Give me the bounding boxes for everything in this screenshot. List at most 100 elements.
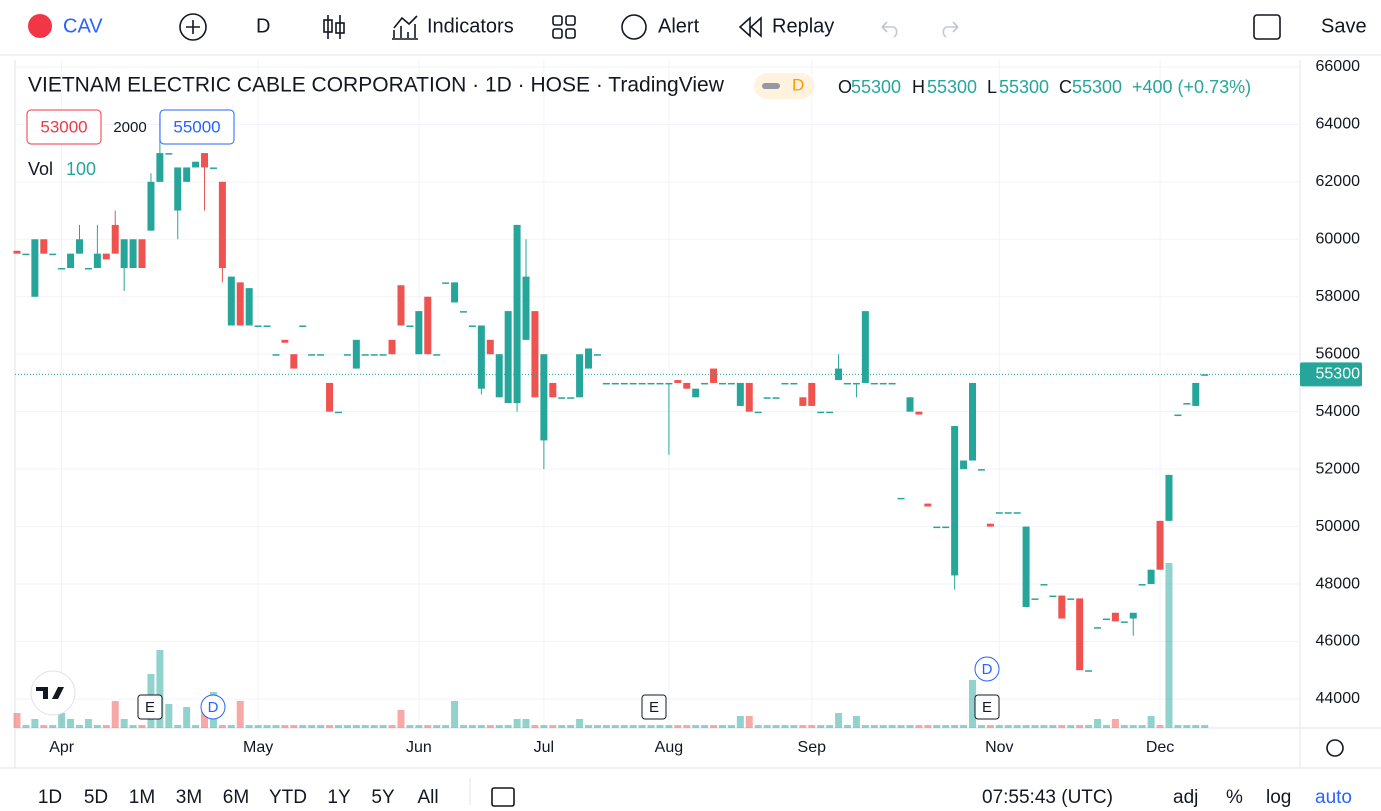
range-button[interactable]: All [417, 787, 438, 808]
candle-body [969, 382, 977, 461]
y-tick-label: 56000 [1316, 345, 1361, 362]
candle-body [218, 181, 226, 269]
candle-body [861, 311, 869, 383]
candle-body [343, 354, 351, 356]
volume-bar [433, 725, 441, 728]
ohlc-value: 55300 [1072, 77, 1122, 97]
y-tick-label: 62000 [1316, 173, 1361, 190]
marker[interactable]: E [649, 699, 659, 716]
marker[interactable]: E [982, 699, 992, 716]
volume-bar [915, 725, 923, 728]
volume-bar [165, 704, 173, 728]
tv-logo[interactable] [30, 670, 76, 716]
interval[interactable]: D [256, 15, 270, 37]
candle-body [468, 325, 476, 327]
volume-bar [879, 725, 887, 728]
marker-box[interactable] [137, 694, 163, 720]
volume-bar [826, 725, 834, 728]
log-toggle[interactable]: log [1266, 787, 1291, 808]
symbol[interactable]: CAV [63, 15, 103, 37]
marker-box[interactable] [974, 694, 1000, 720]
volume-bar [343, 725, 351, 728]
ask-box[interactable] [159, 109, 235, 145]
volume-bar [817, 725, 825, 728]
marker-box[interactable] [200, 694, 226, 720]
bid[interactable]: 53000 [40, 117, 87, 136]
replay-button[interactable]: Replay [772, 15, 834, 37]
marker-box[interactable] [974, 656, 1000, 682]
volume-bar [379, 725, 387, 728]
volume-bar [272, 725, 280, 728]
volume-bar [638, 725, 646, 728]
candle-body [763, 397, 771, 399]
range-button[interactable]: 1Y [327, 787, 351, 808]
settings-icon[interactable] [1326, 739, 1344, 757]
marker[interactable]: E [145, 699, 155, 716]
volume-bar [486, 725, 494, 728]
marker-box[interactable] [641, 694, 667, 720]
symbol-logo[interactable] [28, 14, 52, 38]
badge [754, 73, 814, 99]
range-button[interactable]: 1D [38, 787, 62, 808]
volume-bar [736, 716, 744, 728]
candle-body [754, 411, 762, 414]
candle-body [388, 339, 396, 355]
bid-box[interactable] [26, 109, 102, 145]
candle-body [558, 397, 566, 399]
volume-bar [602, 725, 610, 728]
candle-body [397, 285, 405, 326]
volume-bar [460, 725, 467, 728]
percent-toggle[interactable]: % [1226, 787, 1243, 808]
candle-body [254, 325, 262, 327]
auto-toggle[interactable]: auto [1315, 787, 1352, 808]
candle-body [147, 181, 155, 231]
undo-redo[interactable] [881, 21, 959, 38]
add-symbol[interactable] [179, 13, 207, 41]
candle-body [379, 354, 387, 356]
volume-bar [1129, 725, 1137, 728]
volume-bar [906, 725, 914, 728]
candle-body [656, 382, 664, 385]
goto-date[interactable] [491, 787, 515, 807]
event-markers: E D E D E [137, 656, 1000, 720]
plot: 44000 46000 48000 50000 52000 54000 56000 58000… [13, 58, 1362, 756]
candle-body [870, 382, 878, 385]
range-button[interactable]: YTD [269, 787, 307, 808]
range-button[interactable]: 3M [176, 787, 202, 808]
ohlc-value: 55300 [851, 77, 901, 97]
ohlc-label: O [838, 77, 852, 97]
chart-type-icon[interactable] [327, 15, 341, 39]
layout-icon[interactable] [552, 15, 576, 39]
volume-bar [1192, 725, 1200, 728]
marker[interactable]: D [208, 699, 219, 716]
range-button[interactable]: 6M [223, 787, 249, 808]
ask[interactable]: 55000 [173, 117, 220, 136]
volume-bar [236, 701, 244, 728]
candle-body [1183, 403, 1191, 405]
range-button[interactable]: 1M [129, 787, 155, 808]
volume-bar [576, 719, 584, 728]
candle-body [424, 296, 432, 355]
volume-bar [102, 725, 110, 728]
marker[interactable]: D [982, 661, 993, 678]
indicators-button[interactable]: Indicators [427, 15, 514, 37]
fullscreen[interactable] [1253, 14, 1281, 40]
candle-body [585, 348, 593, 369]
alert-button[interactable]: Alert [658, 15, 700, 37]
candle-body [308, 354, 316, 356]
volume-bar [1058, 725, 1066, 728]
clock: 07:55:43 (UTC) [982, 787, 1113, 808]
candle-body [192, 161, 200, 168]
candle-body [513, 224, 521, 404]
volume-bar [960, 725, 968, 728]
range-button[interactable]: 5Y [371, 787, 395, 808]
candle-body [549, 382, 557, 398]
toolbar [0, 0, 1381, 55]
candle-body [433, 354, 441, 356]
x-tick-label: Jun [406, 739, 432, 756]
candle-body [879, 382, 887, 385]
save-button[interactable]: Save [1321, 15, 1367, 37]
adj-toggle[interactable]: adj [1173, 787, 1198, 808]
volume-bar [129, 725, 137, 728]
range-button[interactable]: 5D [84, 787, 108, 808]
